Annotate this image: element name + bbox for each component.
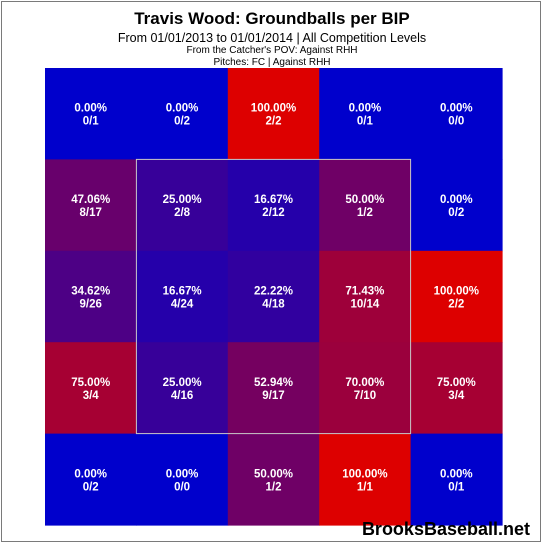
zone-cell-r0-c0 bbox=[45, 68, 137, 160]
zone-cell-r3-c0 bbox=[45, 342, 137, 435]
zone-pct-label: 0.00% bbox=[166, 468, 199, 480]
zone-frac-label: 9/26 bbox=[80, 299, 102, 311]
zone-cell-r0-c4 bbox=[410, 68, 503, 160]
zone-frac-label: 0/0 bbox=[174, 481, 190, 493]
strike-zone-outline bbox=[135, 158, 412, 435]
zone-pct-label: 52.94% bbox=[254, 377, 293, 389]
chart-title: Travis Wood: Groundballs per BIP bbox=[134, 9, 410, 28]
zone-pct-label: 100.00% bbox=[251, 103, 296, 115]
zone-pct-label: 0.00% bbox=[349, 103, 382, 115]
pitches-label: Pitches: FC | Against RHH bbox=[213, 57, 331, 68]
zone-frac-label: 0/0 bbox=[448, 116, 464, 128]
zone-pct-label: 16.67% bbox=[163, 286, 202, 298]
zone-pct-label: 25.00% bbox=[163, 194, 202, 206]
zone-frac-label: 1/1 bbox=[357, 481, 374, 493]
zone-frac-label: 8/17 bbox=[80, 207, 102, 219]
zone-cell-r0-c1 bbox=[136, 68, 229, 160]
zone-pct-label: 100.00% bbox=[342, 468, 387, 480]
zone-cell-r1-c4 bbox=[410, 159, 503, 252]
zone-pct-label: 50.00% bbox=[345, 194, 384, 206]
zone-pct-label: 0.00% bbox=[166, 103, 199, 115]
zone-cell-r1-c2 bbox=[227, 159, 320, 252]
zone-cell-r1-c3 bbox=[319, 159, 412, 252]
zone-pct-label: 0.00% bbox=[440, 194, 473, 206]
zone-frac-label: 2/2 bbox=[266, 116, 282, 128]
zone-pct-label: 0.00% bbox=[440, 103, 473, 115]
zone-cell-r4-c0 bbox=[45, 433, 137, 526]
zone-frac-label: 4/18 bbox=[262, 299, 285, 311]
zone-frac-label: 4/16 bbox=[171, 390, 193, 402]
zone-pct-label: 22.22% bbox=[254, 286, 293, 298]
zone-pct-label: 16.67% bbox=[254, 194, 293, 206]
zone-pct-label: 50.00% bbox=[254, 468, 293, 480]
zone-pct-label: 75.00% bbox=[71, 377, 110, 389]
zone-cell-r0-c2 bbox=[227, 68, 320, 160]
zone-frac-label: 9/17 bbox=[262, 390, 284, 402]
zone-frac-label: 1/2 bbox=[266, 481, 282, 493]
zone-frac-label: 1/2 bbox=[357, 207, 373, 219]
zone-pct-label: 47.06% bbox=[71, 194, 110, 206]
zone-frac-label: 2/2 bbox=[448, 299, 464, 311]
zone-cell-r4-c4 bbox=[410, 433, 503, 526]
zone-pct-label: 75.00% bbox=[437, 377, 476, 389]
zone-pct-label: 0.00% bbox=[74, 468, 107, 480]
zone-frac-label: 0/1 bbox=[357, 116, 374, 128]
zone-frac-label: 3/4 bbox=[83, 390, 100, 402]
zone-cell-r2-c3 bbox=[319, 250, 412, 343]
zone-cell-r2-c2 bbox=[227, 250, 320, 343]
zone-frac-label: 2/12 bbox=[262, 207, 284, 219]
zone-frac-label: 10/14 bbox=[351, 299, 380, 311]
zone-frac-label: 3/4 bbox=[448, 390, 465, 402]
zone-cell-r3-c3 bbox=[319, 342, 412, 435]
zone-frac-label: 0/1 bbox=[448, 481, 465, 493]
zone-cell-r2-c0 bbox=[45, 250, 137, 343]
zone-cell-r4-c2 bbox=[227, 433, 320, 526]
pov-label: From the Catcher's POV: Against RHH bbox=[186, 45, 358, 56]
zone-pct-label: 0.00% bbox=[74, 103, 107, 115]
zone-frac-label: 0/1 bbox=[83, 116, 100, 128]
zone-cell-r3-c2 bbox=[227, 342, 320, 435]
zone-pct-label: 100.00% bbox=[434, 286, 479, 298]
zone-pct-label: 34.62% bbox=[71, 286, 110, 298]
zone-frac-label: 2/8 bbox=[174, 207, 191, 219]
zone-cell-r1-c0 bbox=[45, 159, 137, 252]
zone-cell-r0-c3 bbox=[319, 68, 412, 160]
zone-cell-r1-c1 bbox=[136, 159, 229, 252]
zone-pct-label: 25.00% bbox=[163, 377, 202, 389]
zone-frac-label: 0/2 bbox=[448, 207, 464, 219]
watermark: BrooksBaseball.net bbox=[361, 519, 530, 539]
zone-pct-label: 0.00% bbox=[440, 468, 473, 480]
chart-subtitle: From 01/01/2013 to 01/01/2014 | All Comp… bbox=[117, 31, 427, 45]
zone-cell-r4-c3 bbox=[319, 433, 412, 526]
zone-frac-label: 7/10 bbox=[354, 390, 376, 402]
zone-frac-label: 0/2 bbox=[83, 481, 99, 493]
zone-cell-r3-c4 bbox=[410, 342, 503, 435]
zone-cell-r3-c1 bbox=[136, 342, 229, 435]
zone-cell-r2-c1 bbox=[136, 250, 229, 343]
zone-pct-label: 71.43% bbox=[345, 286, 384, 298]
zone-cell-r4-c1 bbox=[136, 433, 229, 526]
zone-cell-r2-c4 bbox=[410, 250, 503, 343]
zone-frac-label: 0/2 bbox=[174, 116, 190, 128]
zone-pct-label: 70.00% bbox=[345, 377, 384, 389]
zone-frac-label: 4/24 bbox=[171, 299, 194, 311]
